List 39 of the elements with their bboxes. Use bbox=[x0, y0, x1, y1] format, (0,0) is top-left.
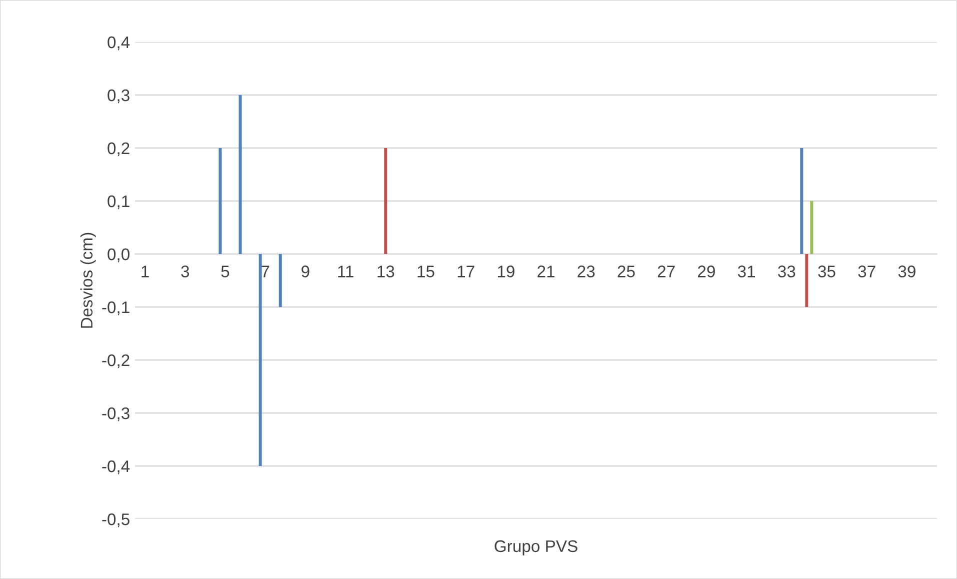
x-tick-label: 31 bbox=[738, 266, 755, 278]
x-tick-label: 27 bbox=[658, 266, 675, 278]
x-tick-label: 29 bbox=[698, 266, 715, 278]
x-tick-label: 21 bbox=[538, 266, 554, 278]
x-tick-label: 9 bbox=[302, 266, 310, 278]
bar bbox=[278, 254, 282, 307]
x-tick-label: 17 bbox=[458, 266, 474, 278]
y-tick-label: -0,1 bbox=[102, 301, 130, 316]
y-tick-label: -0,3 bbox=[102, 407, 130, 422]
y-tick-label: -0,4 bbox=[102, 460, 130, 474]
bar bbox=[218, 148, 222, 254]
x-tick-label: 33 bbox=[778, 266, 796, 278]
x-tick-label: 3 bbox=[181, 266, 190, 278]
x-tick-label: 19 bbox=[498, 266, 514, 278]
x-tick-label: 39 bbox=[898, 266, 916, 278]
x-tick-label: 13 bbox=[378, 266, 394, 278]
x-tick-label: 11 bbox=[338, 266, 354, 278]
y-tick-label: 0,4 bbox=[108, 36, 130, 50]
y-tick-label: 0,1 bbox=[108, 195, 130, 210]
y-tick-label: 0,2 bbox=[108, 142, 130, 156]
y-tick-label: 0,3 bbox=[108, 89, 130, 104]
x-tick-label: 37 bbox=[858, 266, 876, 278]
x-tick-label: 5 bbox=[221, 266, 230, 278]
y-tick-label: 0,0 bbox=[108, 248, 130, 262]
bar bbox=[810, 201, 814, 254]
x-tick-label: 23 bbox=[578, 266, 595, 278]
y-axis-title: Desvios (cm) bbox=[80, 232, 96, 328]
x-tick-label: 1 bbox=[142, 266, 149, 278]
x-tick-label: 25 bbox=[618, 266, 635, 278]
x-tick-label: 15 bbox=[418, 266, 434, 278]
bar bbox=[238, 95, 242, 254]
x-axis-title: Grupo PVS bbox=[494, 540, 578, 556]
y-tick-label: -0,2 bbox=[102, 354, 130, 368]
bar bbox=[800, 148, 804, 254]
bar bbox=[258, 254, 262, 466]
x-tick-label: 35 bbox=[818, 266, 836, 278]
bar bbox=[384, 148, 388, 254]
bar bbox=[805, 254, 808, 307]
y-tick-label: -0,5 bbox=[102, 513, 130, 528]
